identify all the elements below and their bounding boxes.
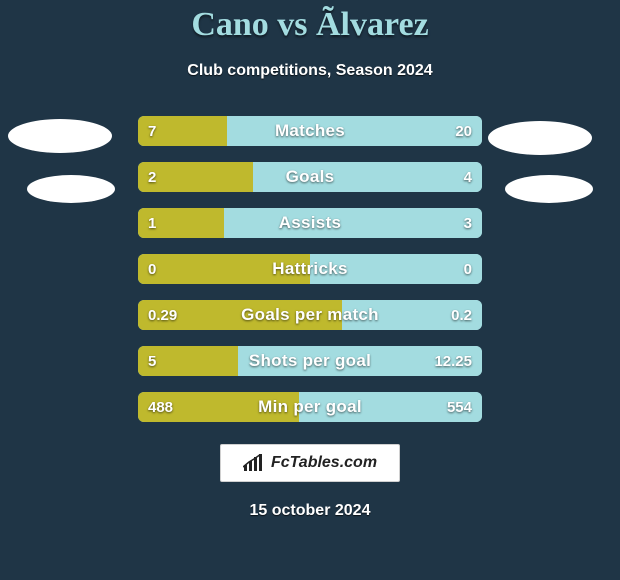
stat-row: Matches7 20	[138, 116, 482, 146]
stat-value-left: 5	[138, 346, 166, 376]
branding-badge: FcTables.com	[220, 444, 400, 482]
stat-label: Min per goal	[138, 392, 482, 422]
comparison-infographic: Cano vs Ãlvarez Club competitions, Seaso…	[0, 0, 620, 580]
stat-value-right: 0.2	[441, 300, 482, 330]
stat-label: Assists	[138, 208, 482, 238]
stat-value-left: 1	[138, 208, 166, 238]
chart-icon	[243, 454, 265, 472]
page-title: Cano vs Ãlvarez	[0, 0, 620, 44]
stat-value-left: 488	[138, 392, 183, 422]
page-subtitle: Club competitions, Season 2024	[0, 62, 620, 80]
stat-value-left: 7	[138, 116, 166, 146]
avatar-ellipse-right	[505, 175, 593, 203]
stat-row: Min per goal488 554	[138, 392, 482, 422]
stat-label: Matches	[138, 116, 482, 146]
page-date: 15 october 2024	[0, 502, 620, 520]
avatar-ellipse-left	[27, 175, 115, 203]
stats-table: Matches7 20 Goals2 4 Assists1 3 Hattricks0 0 Goa…	[138, 116, 482, 422]
stat-value-left: 2	[138, 162, 166, 192]
stat-row: Hattricks0 0	[138, 254, 482, 284]
stat-value-right: 12.25	[424, 346, 482, 376]
branding-text: FcTables.com	[271, 454, 377, 472]
stat-value-right: 554	[437, 392, 482, 422]
avatar-ellipse-right	[488, 121, 592, 155]
stat-value-right: 4	[454, 162, 482, 192]
stat-label: Goals per match	[138, 300, 482, 330]
avatar-ellipse-left	[8, 119, 112, 153]
stat-row: Goals per match0.29 0.2	[138, 300, 482, 330]
stat-row: Assists1 3	[138, 208, 482, 238]
stat-value-right: 3	[454, 208, 482, 238]
stat-value-right: 20	[445, 116, 482, 146]
stat-label: Hattricks	[138, 254, 482, 284]
stat-value-left: 0.29	[138, 300, 187, 330]
stat-row: Goals2 4	[138, 162, 482, 192]
stat-row: Shots per goal512.25	[138, 346, 482, 376]
stat-value-right: 0	[454, 254, 482, 284]
stat-label: Goals	[138, 162, 482, 192]
stat-value-left: 0	[138, 254, 166, 284]
